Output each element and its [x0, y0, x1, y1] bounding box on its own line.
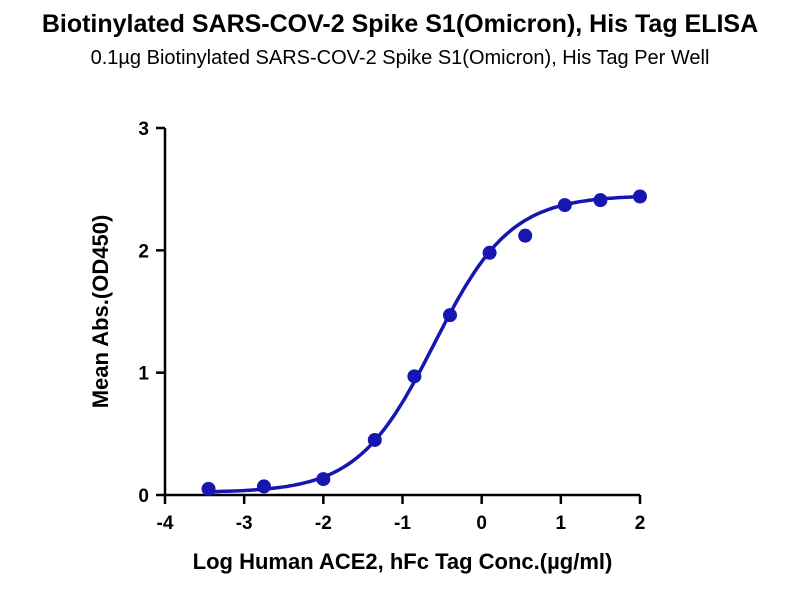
data-point [518, 228, 533, 243]
data-point [367, 432, 382, 447]
x-tick-label: -2 [315, 513, 332, 534]
x-tick-label: 0 [476, 513, 487, 534]
data-point [557, 198, 572, 213]
y-tick-label: 1 [138, 364, 149, 385]
data-point [593, 193, 608, 208]
chart-subtitle: 0.1µg Biotinylated SARS-COV-2 Spike S1(O… [90, 47, 710, 69]
x-tick-label: -3 [236, 513, 253, 534]
data-point [256, 479, 271, 494]
y-tick-label: 3 [138, 119, 149, 140]
chart-svg: -4 -3 -2 -1 0 1 2 0 1 2 3 Log Human ACE2, hFc Tag C… [88, 119, 647, 574]
data-point [633, 189, 647, 204]
y-tick-label: 2 [138, 241, 149, 262]
data-point [443, 308, 457, 323]
chart-area: -4 -3 -2 -1 0 1 2 0 1 2 3 Log Human ACE2, hFc Tag C… [0, 95, 800, 600]
x-tick-label: -4 [157, 513, 174, 534]
data-point [201, 481, 216, 496]
chart-title: Biotinylated SARS-COV-2 Spike S1(Omicron… [41, 10, 759, 38]
x-tick-label: 1 [556, 513, 567, 534]
y-tick-label: 0 [138, 486, 149, 507]
fit-curve [206, 194, 641, 494]
data-point [407, 369, 422, 384]
data-point [482, 245, 497, 260]
y-axis-label: Mean Abs.(OD450) [88, 215, 113, 409]
x-axis-label: Log Human ACE2, hFc Tag Conc.(µg/ml) [193, 549, 613, 574]
x-tick-label: -1 [394, 513, 411, 534]
x-tick-label: 2 [635, 513, 646, 534]
data-point [316, 472, 331, 487]
